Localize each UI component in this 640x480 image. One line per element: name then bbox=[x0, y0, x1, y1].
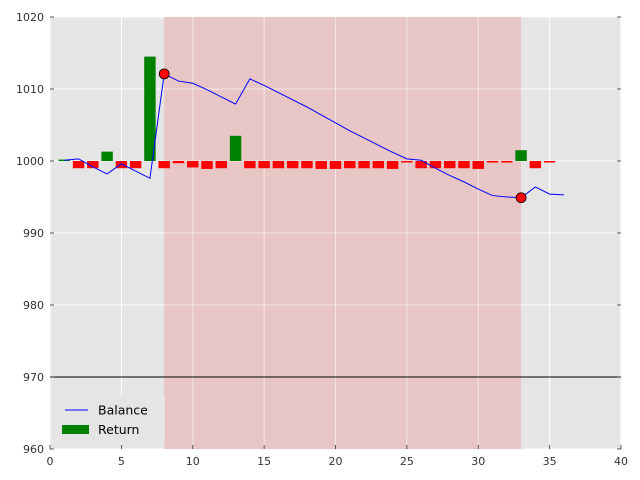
y-tick-label: 1000 bbox=[16, 155, 44, 168]
y-tick-label: 980 bbox=[23, 299, 44, 312]
return-bar bbox=[286, 161, 299, 169]
return-bar bbox=[201, 161, 213, 169]
return-bar bbox=[215, 161, 228, 169]
return-bar bbox=[372, 161, 385, 169]
x-axis: 0 5 10 15 20 25 30 35 40 bbox=[47, 445, 628, 468]
y-tick-label: 990 bbox=[23, 227, 44, 240]
y-tick-label: 960 bbox=[23, 443, 44, 456]
return-bar bbox=[87, 161, 99, 169]
x-tick-label: 25 bbox=[400, 455, 414, 468]
return-bar bbox=[115, 161, 128, 169]
legend-balance-label: Balance bbox=[98, 403, 148, 418]
return-bar bbox=[543, 161, 556, 163]
y-axis: 960 970 980 990 1000 1010 1020 bbox=[16, 11, 621, 456]
return-bar bbox=[172, 161, 185, 164]
legend-return-swatch bbox=[62, 425, 89, 434]
x-tick-label: 20 bbox=[329, 455, 343, 468]
return-bar bbox=[72, 161, 85, 169]
return-bar bbox=[429, 161, 442, 169]
return-bar bbox=[415, 161, 427, 169]
return-bar bbox=[144, 56, 156, 161]
legend: Balance Return bbox=[55, 396, 165, 442]
x-tick-label: 15 bbox=[257, 455, 271, 468]
marker-point bbox=[158, 68, 170, 80]
return-bar bbox=[272, 161, 285, 169]
y-tick-label: 1020 bbox=[16, 11, 44, 24]
return-bar bbox=[486, 161, 499, 163]
return-bar bbox=[101, 151, 113, 161]
return-bar bbox=[443, 161, 456, 169]
return-bar bbox=[386, 161, 399, 169]
y-tick-label: 1010 bbox=[16, 83, 44, 96]
return-bar bbox=[344, 161, 356, 169]
x-tick-label: 30 bbox=[471, 455, 485, 468]
x-tick-label: 35 bbox=[543, 455, 557, 468]
marker-points bbox=[158, 68, 527, 204]
return-bar bbox=[501, 161, 513, 163]
return-bar bbox=[58, 159, 70, 162]
return-bar bbox=[329, 161, 342, 169]
return-bar bbox=[244, 161, 256, 169]
x-tick-label: 0 bbox=[47, 455, 54, 468]
x-tick-label: 40 bbox=[614, 455, 628, 468]
return-bar bbox=[401, 161, 413, 163]
x-tick-label: 5 bbox=[118, 455, 125, 468]
return-bar bbox=[158, 161, 170, 169]
return-bar bbox=[458, 161, 470, 169]
return-bar bbox=[358, 161, 370, 169]
return-bar bbox=[301, 161, 313, 169]
legend-return-label: Return bbox=[98, 422, 139, 437]
return-bar bbox=[129, 161, 142, 169]
x-tick-label: 10 bbox=[186, 455, 200, 468]
return-bars bbox=[58, 56, 556, 169]
return-bar bbox=[515, 150, 527, 161]
return-bar bbox=[229, 135, 242, 161]
return-bar bbox=[529, 161, 542, 169]
legend-box bbox=[55, 396, 165, 442]
marker-point bbox=[515, 192, 527, 204]
balance-series-line bbox=[64, 73, 564, 199]
return-bar bbox=[315, 161, 327, 169]
return-bar bbox=[472, 161, 484, 169]
return-bar bbox=[187, 161, 199, 168]
return-bar bbox=[258, 161, 270, 169]
y-tick-label: 970 bbox=[23, 371, 44, 384]
